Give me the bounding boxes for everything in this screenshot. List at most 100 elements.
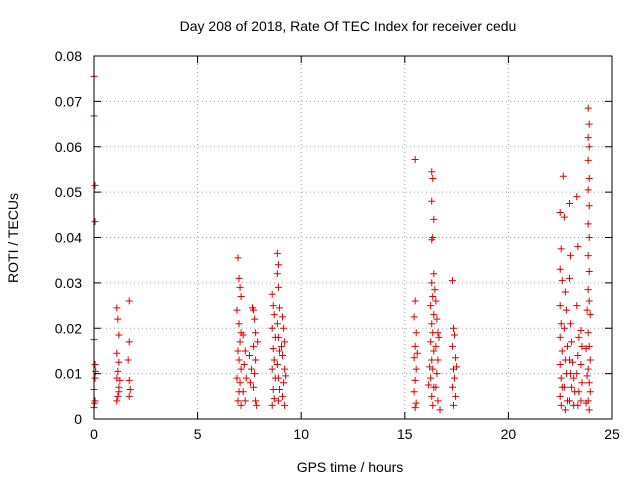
data-point xyxy=(584,329,592,337)
data-point xyxy=(566,274,574,282)
data-point xyxy=(428,168,436,176)
data-point xyxy=(427,374,435,382)
data-point xyxy=(562,306,570,314)
data-point xyxy=(269,345,277,353)
data-point xyxy=(584,286,592,294)
data-point xyxy=(585,143,593,151)
data-point xyxy=(557,374,565,382)
data-point xyxy=(115,331,123,339)
data-point xyxy=(577,327,585,335)
data-point xyxy=(428,356,436,364)
data-point xyxy=(575,333,583,341)
data-point xyxy=(273,320,281,328)
y-tick-label: 0.04 xyxy=(55,230,82,246)
data-point xyxy=(268,401,276,409)
data-point xyxy=(451,374,459,382)
data-point xyxy=(577,361,585,369)
x-tick-labels: 0 5 10 15 20 25 xyxy=(90,426,620,442)
y-tick-label: 0.01 xyxy=(55,366,82,382)
data-point xyxy=(91,374,99,382)
data-point xyxy=(433,370,441,378)
data-point xyxy=(585,202,593,210)
data-point xyxy=(278,342,286,350)
data-point xyxy=(574,243,582,251)
data-point xyxy=(560,383,568,391)
y-tick-label: 0.02 xyxy=(55,320,82,336)
data-point xyxy=(91,399,99,407)
data-point xyxy=(268,365,276,373)
data-point xyxy=(254,338,262,346)
data-point xyxy=(557,245,565,253)
data-point xyxy=(584,252,592,260)
data-point xyxy=(279,351,287,359)
data-point xyxy=(427,302,435,310)
data-point xyxy=(247,365,255,373)
x-tick-label: 10 xyxy=(293,426,309,442)
data-point xyxy=(585,120,593,128)
data-point xyxy=(433,315,441,323)
data-point xyxy=(428,197,436,205)
data-point xyxy=(411,155,419,163)
data-point xyxy=(585,379,593,387)
data-point xyxy=(567,370,575,378)
data-point xyxy=(556,392,564,400)
data-point xyxy=(557,320,565,328)
data-point xyxy=(432,383,440,391)
data-point xyxy=(573,302,581,310)
data-point xyxy=(561,406,569,414)
data-point xyxy=(566,199,574,207)
data-point xyxy=(585,175,593,183)
data-point xyxy=(91,361,99,369)
data-point xyxy=(583,306,591,314)
data-point xyxy=(556,265,564,273)
data-point xyxy=(251,315,259,323)
data-point xyxy=(273,361,281,369)
data-point xyxy=(275,347,283,355)
data-point xyxy=(115,388,123,396)
data-point xyxy=(280,379,288,387)
data-point xyxy=(279,313,287,321)
data-point xyxy=(584,220,592,228)
data-point xyxy=(452,392,460,400)
data-point xyxy=(270,311,278,319)
data-point xyxy=(125,297,133,305)
data-point xyxy=(237,365,245,373)
data-point xyxy=(250,342,258,350)
data-point xyxy=(560,213,568,221)
data-point xyxy=(586,388,594,396)
data-point xyxy=(269,386,277,394)
data-point xyxy=(125,338,133,346)
data-point xyxy=(453,363,461,371)
data-point xyxy=(125,392,133,400)
x-tick-label: 25 xyxy=(604,426,620,442)
data-point xyxy=(126,386,134,394)
data-point xyxy=(429,401,437,409)
data-point xyxy=(570,374,578,382)
data-point xyxy=(275,304,283,312)
data-point xyxy=(432,297,440,305)
data-point xyxy=(116,376,124,384)
data-point xyxy=(435,333,443,341)
data-point xyxy=(429,292,437,300)
data-point xyxy=(274,374,282,382)
data-point xyxy=(268,290,276,298)
data-point xyxy=(449,324,457,332)
data-point xyxy=(569,358,577,366)
data-point xyxy=(586,311,594,319)
data-point xyxy=(245,351,253,359)
data-point xyxy=(567,252,575,260)
data-point xyxy=(114,392,122,400)
data-point xyxy=(561,288,569,296)
data-point xyxy=(91,181,99,189)
data-point xyxy=(274,333,282,341)
data-point xyxy=(429,175,437,183)
data-point xyxy=(281,365,289,373)
data-point xyxy=(412,365,420,373)
data-point xyxy=(240,361,248,369)
data-point xyxy=(573,193,581,201)
data-point xyxy=(115,358,123,366)
data-point xyxy=(411,376,419,384)
data-point xyxy=(246,379,254,387)
data-point xyxy=(280,324,288,332)
